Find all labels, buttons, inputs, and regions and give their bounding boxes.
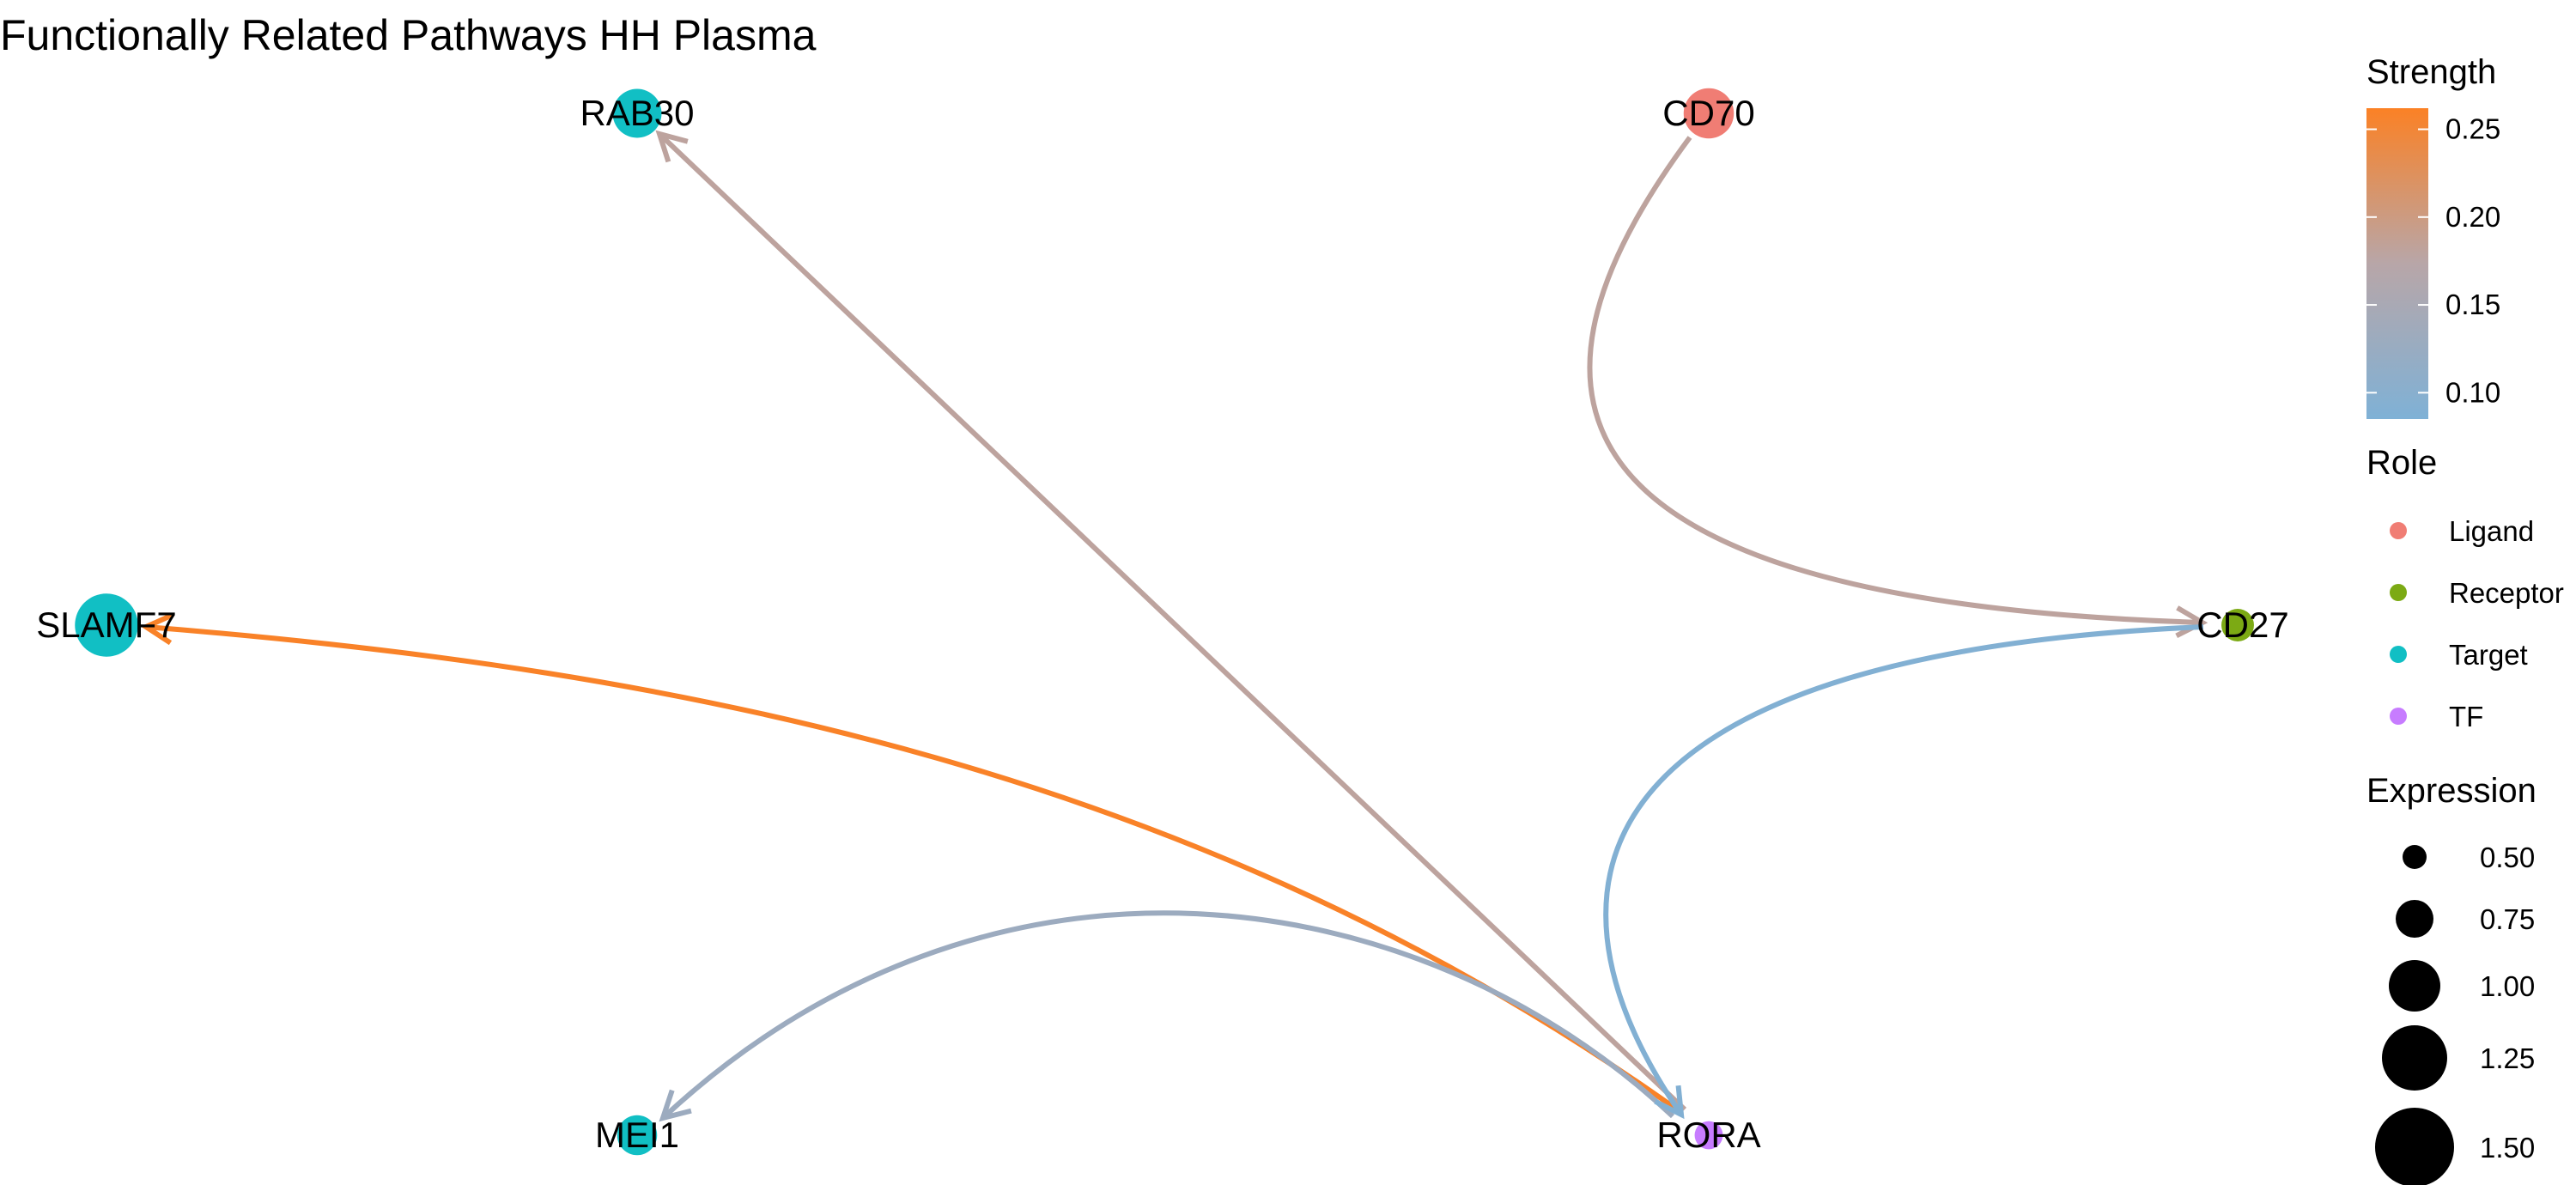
edge-rora-to-slamf7 <box>145 624 1676 1110</box>
node-marker <box>617 1115 658 1156</box>
role-label: Target <box>2449 639 2528 671</box>
edge-arrowhead <box>2175 605 2208 639</box>
legend-expression: Expression 0.50 0.75 1.00 1.25 1.50 <box>2366 772 2537 1185</box>
expression-item: 1.50 <box>2375 1108 2535 1185</box>
node-label: RAB30 <box>580 93 694 133</box>
node-rora: RORA <box>1656 1115 1760 1155</box>
expression-label: 0.50 <box>2480 842 2535 873</box>
role-item-receptor: Receptor <box>2390 577 2564 609</box>
edge-rora-to-mei1 <box>660 910 1675 1121</box>
role-swatch <box>2390 708 2407 725</box>
role-item-ligand: Ligand <box>2390 515 2534 547</box>
edge-rora-to-rab30 <box>657 131 1687 1112</box>
node-label: CD27 <box>2196 605 2288 645</box>
node-label: MEI1 <box>595 1115 679 1155</box>
expression-item: 0.50 <box>2403 842 2535 873</box>
role-swatch <box>2390 584 2407 601</box>
role-label: Ligand <box>2449 515 2534 547</box>
node-label: SLAMF7 <box>36 605 176 645</box>
legend-role-title: Role <box>2366 444 2437 482</box>
role-label: Receptor <box>2449 577 2564 609</box>
role-item-target: Target <box>2390 639 2528 671</box>
expression-label: 1.25 <box>2480 1042 2535 1074</box>
node-cd70: CD70 <box>1662 88 1755 139</box>
expression-label: 1.00 <box>2480 970 2535 1002</box>
node-label: RORA <box>1656 1115 1760 1155</box>
strength-tick-label: 0.20 <box>2445 201 2500 233</box>
node-marker <box>1683 88 1735 139</box>
role-label: TF <box>2449 701 2483 732</box>
expression-item: 1.00 <box>2389 960 2535 1012</box>
node-rab30: RAB30 <box>580 88 695 138</box>
strength-tick-label: 0.10 <box>2445 376 2500 408</box>
legend-role: Role Ligand Receptor Target TF <box>2366 444 2564 732</box>
strength-tick-label: 0.25 <box>2445 113 2500 145</box>
node-label: CD70 <box>1662 93 1754 133</box>
expression-size-marker <box>2375 1108 2454 1185</box>
legend-strength: Strength 0.25 0.20 0.15 0.10 <box>2366 53 2500 419</box>
expression-item: 0.75 <box>2396 900 2535 938</box>
node-marker <box>612 88 662 138</box>
expression-label: 1.50 <box>2480 1132 2535 1164</box>
legend-strength-title: Strength <box>2366 53 2496 91</box>
node-slamf7: SLAMF7 <box>36 593 177 657</box>
expression-size-marker <box>2389 960 2440 1012</box>
expression-items: 0.50 0.75 1.00 1.25 1.50 <box>2375 842 2535 1185</box>
edge-cd27-to-rora <box>1603 624 2204 1116</box>
role-items: Ligand Receptor Target TF <box>2390 515 2564 732</box>
edge-arrowhead <box>655 130 689 163</box>
edge-cd70-to-cd27 <box>1587 136 2203 625</box>
node-cd27: CD27 <box>2196 605 2288 645</box>
node-marker <box>2221 609 2254 641</box>
role-item-tf: TF <box>2390 701 2483 732</box>
edge-arrowhead <box>1654 1085 1685 1120</box>
strength-ticks: 0.25 0.20 0.15 0.10 <box>2366 113 2500 408</box>
node-marker <box>75 593 138 657</box>
role-swatch <box>2390 646 2407 663</box>
strength-tick-label: 0.15 <box>2445 289 2500 320</box>
role-swatch <box>2390 522 2407 539</box>
node-mei1: MEI1 <box>595 1115 679 1156</box>
edge-arrowhead <box>659 1089 692 1122</box>
nodes-layer: RAB30 CD70 SLAMF7 CD27 MEI1 RORA <box>36 88 2289 1156</box>
diagram-title: Functionally Related Pathways HH Plasma <box>0 11 817 59</box>
expression-size-marker <box>2403 845 2427 869</box>
edges-layer <box>140 130 2208 1122</box>
expression-size-marker <box>2382 1025 2447 1091</box>
expression-item: 1.25 <box>2382 1025 2535 1091</box>
legend-expression-title: Expression <box>2366 772 2537 810</box>
strength-colorbar <box>2366 108 2428 419</box>
expression-label: 0.75 <box>2480 903 2535 935</box>
node-marker <box>1694 1121 1723 1150</box>
expression-size-marker <box>2396 900 2433 938</box>
edge-arrowhead <box>140 612 174 646</box>
